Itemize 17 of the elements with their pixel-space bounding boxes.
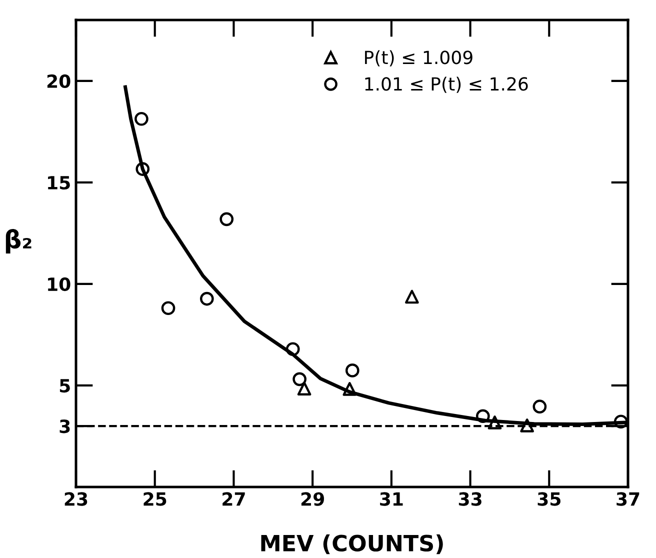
x-tick-label: 25 (144, 492, 166, 506)
x-axis-title: MEV (COUNTS) (261, 534, 443, 554)
y-tick-label: 5 (60, 379, 70, 393)
x-tick-label: 37 (616, 492, 640, 506)
x-tick-label: 31 (380, 492, 403, 506)
x-tick-label: 35 (538, 492, 560, 506)
y-tick-label: 20 (47, 74, 70, 88)
legend-label: 1.01 ≤ P(t) ≤ 1.26 (365, 76, 528, 93)
y-tick-label: 10 (48, 277, 70, 292)
x-tick-label: 33 (458, 492, 482, 506)
y-tick-label: 3 (60, 420, 70, 434)
legend-label: P(t) ≤ 1.009 (365, 50, 472, 66)
y-tick-label: 15 (48, 176, 70, 190)
y-axis-title: β₂ (6, 228, 32, 254)
x-tick-label: 27 (222, 492, 245, 506)
x-tick-label: 23 (64, 492, 88, 506)
x-tick-label: 29 (301, 492, 324, 506)
